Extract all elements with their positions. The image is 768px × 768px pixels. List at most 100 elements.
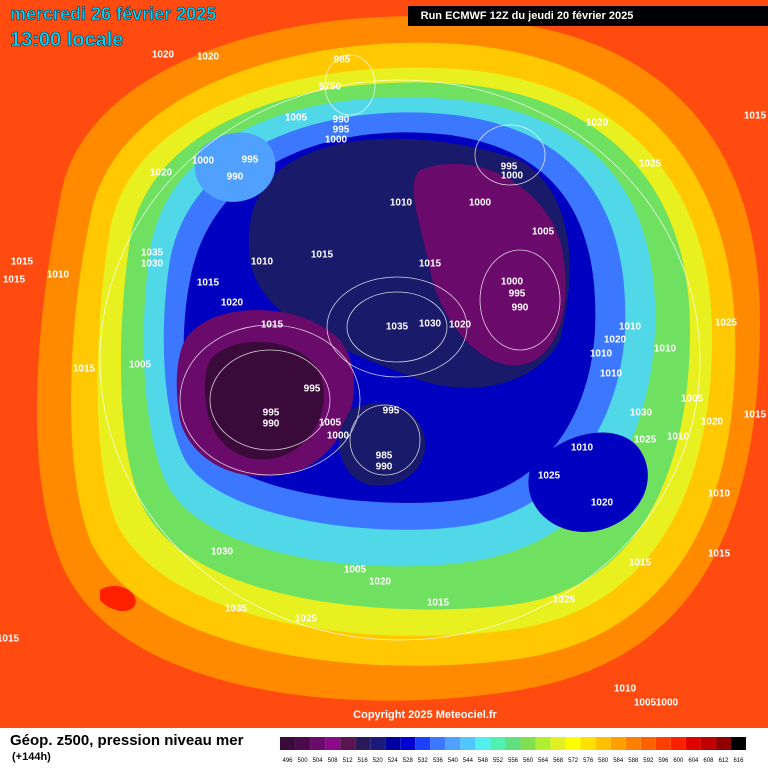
isobar-label: 1025 [639,159,662,170]
scale-swatch [580,737,596,750]
scale-label: 536 [433,758,444,764]
isobar-label: 995 [509,289,526,300]
isobar-label: 1010 [619,322,642,333]
isobar-label: 1020 [449,320,472,331]
isobar-label: 1015 [629,558,652,569]
scale-label: 572 [568,758,579,764]
isobar-label: 1010 [614,684,637,695]
isobar-label: 1005 [344,565,367,576]
scale-swatch [610,737,626,750]
isobar-label: 990 [376,462,393,473]
scale-swatch [280,737,296,750]
field [0,0,768,728]
isobar-label: 1035 [386,322,409,333]
isobar-label: 1010 [590,349,613,360]
isobar-label: 1015 [708,549,731,560]
isobar-label: 1020 [701,417,724,428]
isobar-label: 995 [383,406,400,417]
scale-label: 564 [538,758,549,764]
isobar-label: 1020 [221,298,244,309]
scale-swatch [685,737,701,750]
scale-swatch [535,737,551,750]
scale-swatch [355,737,371,750]
isobar-label: 985 [334,55,351,66]
copyright: Copyright 2025 Meteociel.fr [353,709,497,721]
scale-swatch [595,737,611,750]
scale-label: 612 [718,758,729,764]
isobar-label: 1015 [3,275,26,286]
isobar-label: 1010 [47,270,70,281]
scale-swatch [385,737,401,750]
scale-swatch [670,737,686,750]
isobar-label: 995 [501,162,518,173]
title: mercredi 26 février 2025 [10,4,216,24]
isobars [99,54,701,641]
isobar-label: 1000 [469,198,492,209]
run-box [408,6,768,26]
isobar-label: 1010 [600,369,623,380]
scale-label: 580 [598,758,609,764]
isobar-label: 990 [512,303,529,314]
scale-label: 496 [283,758,294,764]
isobar-label: 1000 [656,698,679,709]
isobar-label: 1005 [634,698,657,709]
isobar-label: 995 [242,155,259,166]
scale-label: 568 [553,758,564,764]
scale-swatch [340,737,356,750]
isobar-label: 1010 [667,432,690,443]
scale-swatch [475,737,491,750]
isobar-label: 9750 [319,82,342,93]
legend-label: Géop. z500, pression niveau mer [10,732,244,749]
scale-swatch [430,737,446,750]
isobar-label: 1030 [211,547,234,558]
isobar-label: 1010 [571,443,594,454]
isobar-label: 1015 [311,250,334,261]
isobar-label: 1010 [654,344,677,355]
isobar-label: 1015 [261,320,284,331]
isobar-label: 1015 [0,634,20,645]
scale-label: 588 [628,758,639,764]
scale-label: 556 [508,758,519,764]
scale-label: 596 [658,758,669,764]
isobar-label: 995 [263,408,280,419]
scale-label: 528 [403,758,414,764]
isobar-label: 1000 [192,156,215,167]
isobar-label: 1000 [325,135,348,146]
isobar-label: 990 [333,115,350,126]
isobar-label: 1025 [634,435,657,446]
scale-swatch [505,737,521,750]
isobar-label: 1015 [744,111,767,122]
subtitle: 13:00 locale [10,29,123,51]
isobar-label: 1005 [129,360,152,371]
scale-label: 500 [298,758,309,764]
scale-label: 576 [583,758,594,764]
isobar-label: 1010 [390,198,413,209]
scale-swatch [370,737,386,750]
color-scale: 496 500 504 508 512 516 520 524 528 532 536 540 544 5… [280,737,746,764]
isobar-label: 1020 [369,577,392,588]
scale-label: 544 [463,758,474,764]
isobar-label: 1015 [197,278,220,289]
isobar-label: 1030 [419,319,442,330]
isobar-label: 1000 [501,171,524,182]
scale-swatch [325,737,341,750]
isobar-label: 995 [333,125,350,136]
isobar-label: 995 [304,384,321,395]
scale-label: 524 [388,758,399,764]
scale-label: 516 [358,758,369,764]
scale-swatch [400,737,416,750]
isobar-label: 1015 [11,257,34,268]
isobar-label: 1020 [586,118,609,129]
scale-label: 552 [493,758,504,764]
scale-swatch [625,737,641,750]
scale-label: 520 [373,758,384,764]
isobar-label: 1025 [295,614,318,625]
scale-swatch [565,737,581,750]
isobar-label: 1015 [744,410,767,421]
scale-swatch [640,737,656,750]
isobar-label: 1015 [427,598,450,609]
isobar-label: 1020 [150,168,173,179]
scale-swatch [655,737,671,750]
